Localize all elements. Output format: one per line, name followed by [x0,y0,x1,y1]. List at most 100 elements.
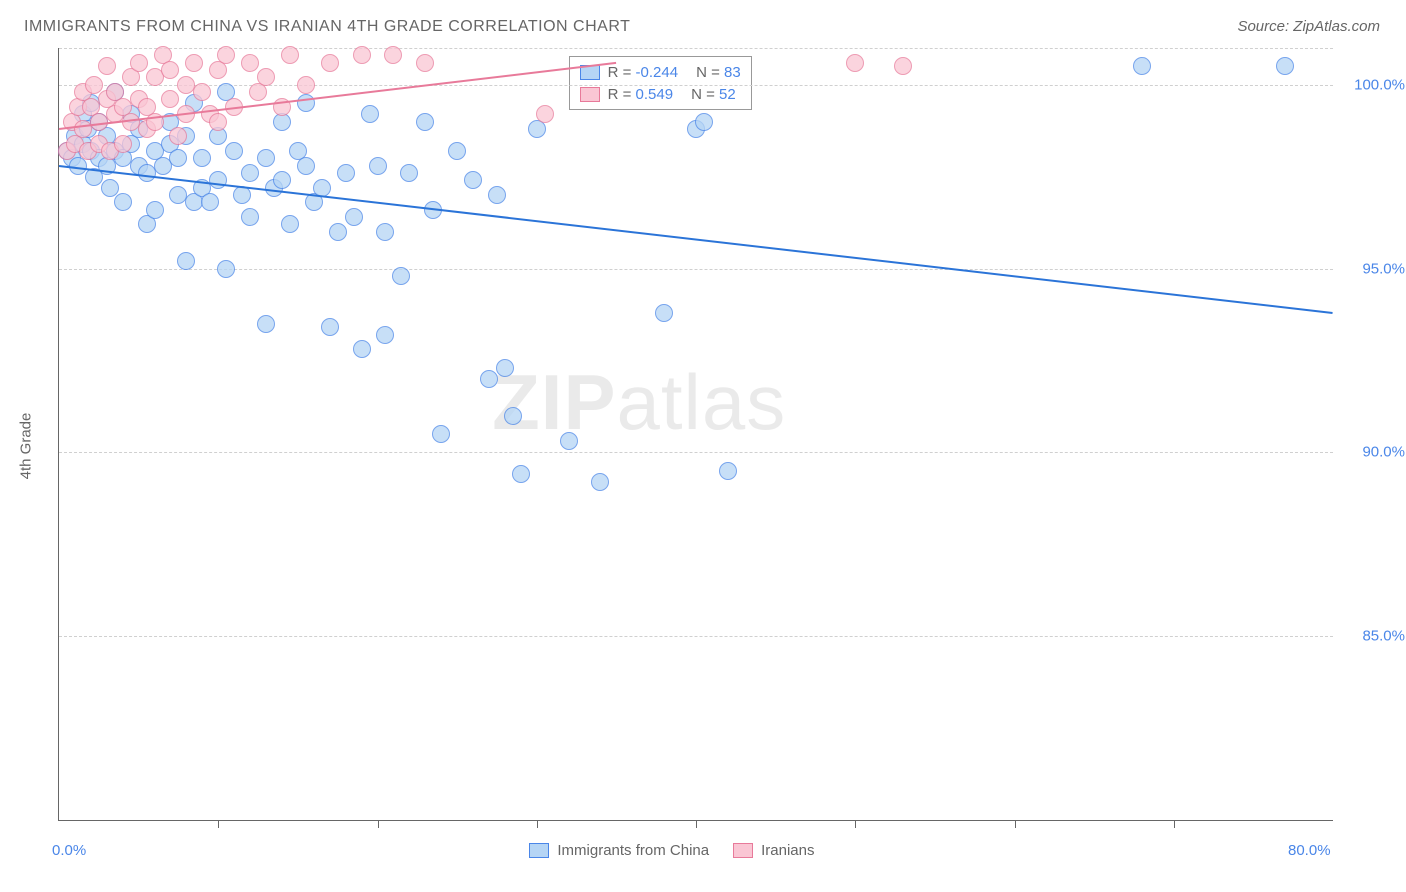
x-tick [696,820,697,828]
data-point [894,57,912,75]
y-tick-label: 85.0% [1362,628,1405,645]
x-tick [1174,820,1175,828]
legend-item: Immigrants from China [529,842,709,859]
data-point [480,370,498,388]
data-point [416,113,434,131]
data-point [273,171,291,189]
gridline [59,269,1333,270]
legend-r: R = 0.549 [608,86,673,103]
source-label: Source: ZipAtlas.com [1237,18,1380,35]
data-point [1133,57,1151,75]
gridline [59,48,1333,49]
x-axis-max-label: 80.0% [1288,842,1331,859]
data-point [297,76,315,94]
data-point [193,149,211,167]
data-point [560,432,578,450]
data-point [161,61,179,79]
data-point [257,68,275,86]
data-point [169,149,187,167]
data-point [98,57,116,75]
watermark-light: atlas [617,358,787,446]
legend-label: Immigrants from China [557,842,709,859]
x-axis-min-label: 0.0% [52,842,86,859]
chart-title: IMMIGRANTS FROM CHINA VS IRANIAN 4TH GRA… [24,18,630,36]
watermark: ZIPatlas [492,357,786,448]
data-point [297,157,315,175]
data-point [217,46,235,64]
data-point [432,425,450,443]
data-point [448,142,466,160]
data-point [353,340,371,358]
x-tick [378,820,379,828]
data-point [384,46,402,64]
data-point [695,113,713,131]
legend-swatch [580,87,600,102]
data-point [146,201,164,219]
gridline [59,636,1333,637]
data-point [846,54,864,72]
data-point [257,149,275,167]
data-point [488,186,506,204]
data-point [392,267,410,285]
data-point [655,304,673,322]
data-point [225,142,243,160]
x-tick [218,820,219,828]
data-point [321,318,339,336]
legend-swatch [733,843,753,858]
data-point [177,252,195,270]
trend-line [59,165,1333,314]
data-point [416,54,434,72]
data-point [161,90,179,108]
y-tick-label: 90.0% [1362,444,1405,461]
x-tick [855,820,856,828]
x-tick [1015,820,1016,828]
data-point [241,54,259,72]
data-point [536,105,554,123]
plot-area: ZIPatlas R = -0.244 N = 83 R = 0.549 N = 52… [58,48,1333,821]
data-point [376,223,394,241]
legend-r: R = -0.244 [608,64,678,81]
data-point [209,171,227,189]
data-point [201,193,219,211]
data-point [376,326,394,344]
data-point [114,135,132,153]
data-point [369,157,387,175]
data-point [193,83,211,101]
gridline [59,452,1333,453]
legend-label: Iranians [761,842,814,859]
legend-n: N = 52 [691,86,736,103]
data-point [241,208,259,226]
data-point [209,113,227,131]
data-point [130,54,148,72]
data-point [464,171,482,189]
data-point [185,54,203,72]
y-tick-label: 95.0% [1362,260,1405,277]
data-point [361,105,379,123]
legend-item: Iranians [733,842,814,859]
data-point [257,315,275,333]
data-point [138,164,156,182]
data-point [504,407,522,425]
y-axis-title: 4th Grade [18,413,35,480]
data-point [719,462,737,480]
data-point [353,46,371,64]
y-tick-label: 100.0% [1354,76,1405,93]
data-point [512,465,530,483]
data-point [321,54,339,72]
data-point [329,223,347,241]
legend-row: R = 0.549 N = 52 [580,83,741,105]
data-point [114,193,132,211]
data-point [101,179,119,197]
data-point [337,164,355,182]
chart-container: IMMIGRANTS FROM CHINA VS IRANIAN 4TH GRA… [0,0,1406,892]
series-legend: Immigrants from China Iranians [529,842,814,859]
data-point [496,359,514,377]
data-point [281,46,299,64]
data-point [241,164,259,182]
legend-swatch [529,843,549,858]
data-point [1276,57,1294,75]
legend-n: N = 83 [696,64,741,81]
x-tick [537,820,538,828]
data-point [281,215,299,233]
data-point [217,260,235,278]
